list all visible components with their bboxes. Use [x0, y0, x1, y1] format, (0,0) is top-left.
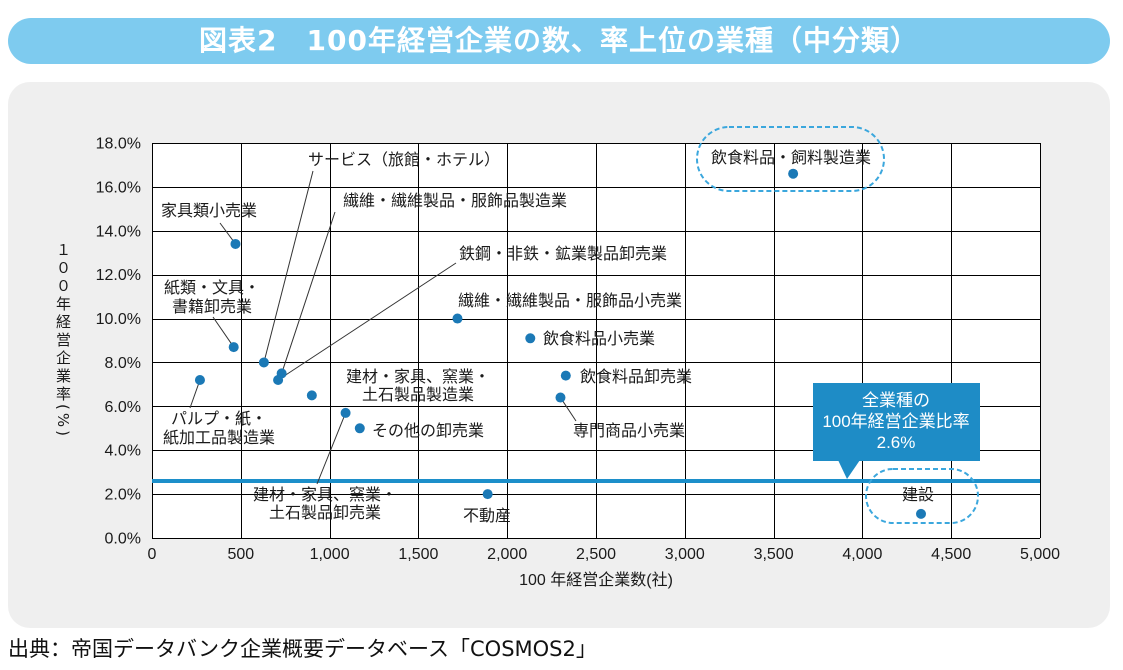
y-tick-label: 4.0%: [105, 443, 141, 460]
leader-line: [212, 316, 235, 348]
y-tick-label: 14.0%: [96, 223, 141, 240]
y-tick-label: 12.0%: [96, 267, 141, 284]
callout-text: 全業種の: [862, 391, 930, 410]
leader-line: [281, 211, 336, 374]
reference-callout: 全業種の 100年経営企業比率 2.6%: [813, 383, 980, 479]
data-point: [452, 313, 463, 324]
x-tick-label: 3,000: [665, 546, 705, 563]
point-label: 飲食料品・飼料製造業: [711, 149, 871, 167]
callout-text: 100年経営企業比率: [822, 412, 969, 431]
point-label: パルプ・紙・: [171, 410, 267, 428]
highlight-outlines: [696, 126, 979, 524]
x-tick-label: 5,000: [1020, 546, 1060, 563]
data-point: [258, 357, 269, 368]
point-label: 繊維・繊維製品・服飾品小売業: [458, 292, 682, 310]
data-point: [482, 489, 493, 500]
y-tick-labels: 0.0% 2.0% 4.0% 6.0% 8.0% 10.0% 12.0% 14.0% 16.0%…: [96, 136, 141, 548]
y-tick-label: 8.0%: [105, 355, 141, 372]
x-tick-label: 3,500: [754, 546, 794, 563]
point-label: 不動産: [463, 507, 511, 525]
y-tick-label: 10.0%: [96, 311, 141, 328]
point-label: 飲食料品小売業: [543, 330, 655, 348]
x-tick-label: 0: [148, 546, 157, 563]
data-point: [306, 390, 317, 401]
point-label: 専門商品小売業: [573, 422, 685, 440]
data-point: [340, 407, 351, 418]
x-tick-label: 4,000: [842, 546, 882, 563]
data-point: [228, 342, 239, 353]
highlight-outline: [696, 126, 885, 192]
data-point: [354, 423, 365, 434]
x-tick-label: 2,000: [487, 546, 527, 563]
point-label: 建設: [902, 486, 934, 504]
data-points: [194, 168, 927, 519]
data-point: [525, 333, 536, 344]
y-tick-label: 16.0%: [96, 179, 141, 196]
data-point: [788, 168, 799, 179]
point-label: サービス（旅館・ホテル）: [308, 151, 500, 169]
data-point: [194, 375, 205, 385]
y-tick-label: 2.0%: [105, 487, 141, 504]
highlight-outline: [865, 468, 979, 524]
gridlines: [152, 143, 1041, 539]
y-tick-label: 0.0%: [105, 531, 141, 548]
point-label: 書籍卸売業: [172, 298, 252, 316]
data-point: [555, 392, 566, 403]
x-tick-label: 500: [227, 546, 254, 563]
point-label: 家具類小売業: [161, 202, 257, 220]
y-axis-title: １００年経営企業率(%): [54, 242, 72, 439]
chart-title-banner: 図表2 100年経営企業の数、率上位の業種（中分類）: [8, 18, 1110, 64]
data-point: [273, 375, 284, 385]
data-point: [916, 508, 927, 519]
data-point: [560, 370, 571, 381]
y-tick-label: 18.0%: [96, 136, 141, 153]
point-label: 紙加工品製造業: [163, 429, 275, 447]
point-label: 建材・家具、窯業・: [346, 368, 490, 386]
point-label: 鉄鋼・非鉄・鉱業製品卸売業: [459, 245, 667, 263]
data-point: [230, 238, 241, 249]
point-label: 紙類・文具・: [164, 279, 260, 297]
leader-line: [316, 412, 347, 485]
y-tick-label: 6.0%: [105, 399, 141, 416]
x-axis-title: 100 年経営企業数(社): [519, 571, 673, 589]
point-label: 繊維・繊維製品・服飾品製造業: [343, 192, 567, 210]
point-label: 建材・家具、窯業・: [253, 486, 397, 504]
point-label: その他の卸売業: [372, 422, 484, 440]
point-label: 土石製品製造業: [362, 386, 474, 404]
x-tick-label: 4,500: [931, 546, 971, 563]
point-label: 飲食料品卸売業: [580, 368, 692, 386]
point-label: 土石製品卸売業: [269, 504, 381, 522]
callout-text: 2.6%: [877, 433, 916, 452]
x-tick-label: 2,500: [576, 546, 616, 563]
x-tick-label: 1,500: [398, 546, 438, 563]
x-tick-labels: 0 500 1,000 1,500 2,000 2,500 3,000 3,500 4,000 4…: [148, 546, 1061, 563]
source-note: 出典：帝国データバンク企業概要データベース「COSMOS2」: [8, 637, 597, 661]
callout-pointer: [838, 460, 860, 479]
callout-box: [813, 383, 980, 461]
x-tick-label: 1,000: [310, 546, 350, 563]
leader-line: [263, 170, 314, 363]
leader-line: [277, 262, 457, 381]
